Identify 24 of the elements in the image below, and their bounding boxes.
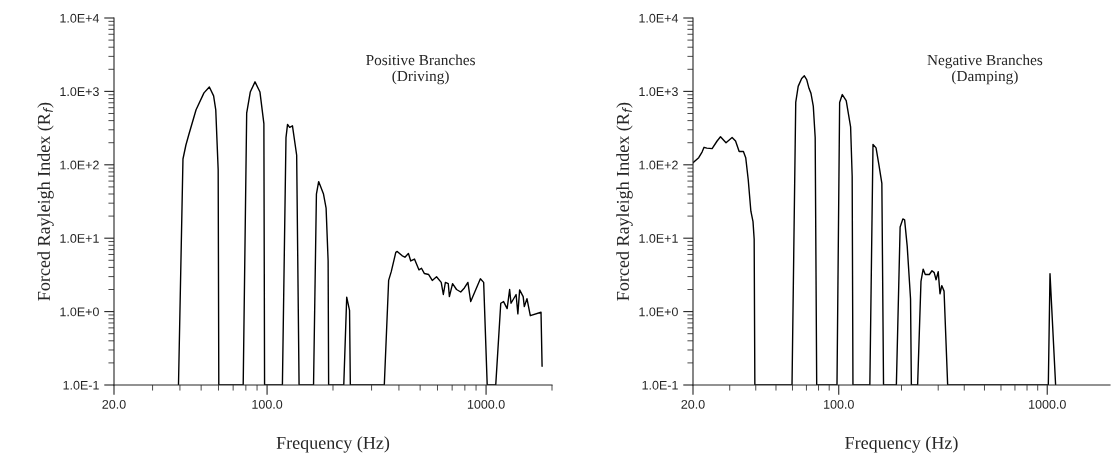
x-axis-title: Frequency (Hz) [276,436,390,453]
annotation: Negative Branches (Damping) [927,54,1043,85]
y-tick-label: 1.0E+0 [639,307,678,317]
y-tick-label: 1.0E+2 [639,160,678,170]
x-tick-label: 20.0 [681,399,705,409]
y-tick-label: 1.0E+3 [60,87,99,97]
x-tick-label: 20.0 [102,399,126,409]
x-tick-label: 1000.0 [1029,399,1066,409]
y-tick-label: 1.0E+1 [639,234,678,243]
y-tick-label: 1.0E+4 [60,13,100,23]
x-tick-label: 100.0 [252,399,283,409]
y-tick-label: 1.0E+2 [60,160,99,170]
y-axis-title: Forced Rayleigh Index (R$_{f}$) [37,102,54,301]
y-tick-label: 1.0E-1 [63,380,99,390]
y-tick-label: 1.0E-1 [642,380,678,390]
x-tick-label: 1000.0 [467,399,505,409]
y-tick-label: 1.0E+4 [639,13,679,23]
y-tick-label: 1.0E+1 [60,234,99,243]
y-axis-title: Forced Rayleigh Index (R$_{f}$) [616,102,633,301]
annotation: Positive Branches (Driving) [366,54,475,85]
x-tick-label: 100.0 [824,399,854,409]
x-axis-title: Frequency (Hz) [845,436,958,453]
y-tick-label: 1.0E+3 [639,87,678,97]
y-tick-label: 1.0E+0 [60,307,99,317]
